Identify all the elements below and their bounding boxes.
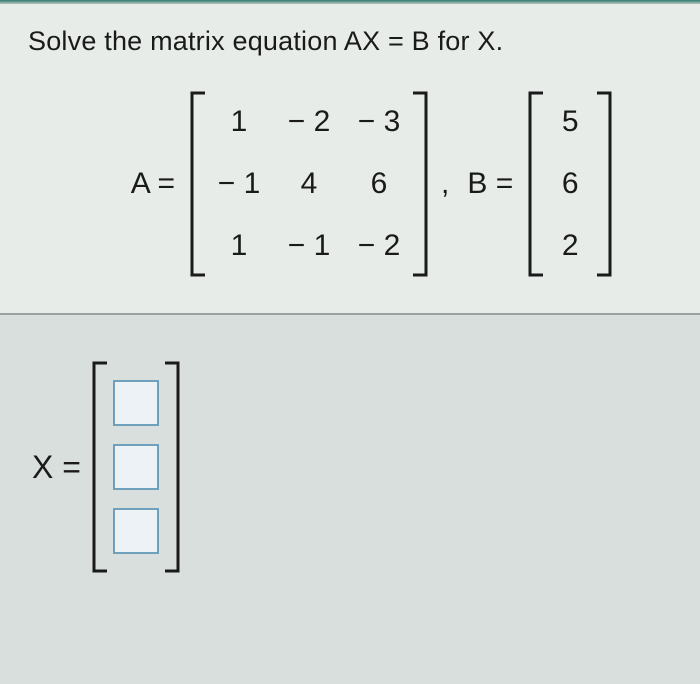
bracket-right-x [163,361,181,573]
matrix-a-cell: 1 [217,229,261,263]
matrix-a-cell: 4 [287,167,331,201]
matrix-a-body: 1 − 2 − 3 − 1 4 6 1 − 1 − 2 [215,99,403,269]
matrix-a-cell: 1 [217,105,261,139]
matrix-a-cell: − 1 [287,229,331,263]
answer-x-label: X = [32,449,81,486]
matrix-b-label: B = [461,167,519,201]
separator-comma: , [437,167,453,201]
answer-input-3[interactable] [113,508,159,554]
bracket-left-b [527,91,545,277]
matrix-b-cell: 2 [555,229,585,263]
matrix-a-cell: − 3 [357,105,401,139]
matrix-a-label: A = [125,167,181,201]
matrix-a-cell: 6 [357,167,401,201]
answer-vector [109,374,163,560]
matrix-equation-row: A = 1 − 2 − 3 − 1 4 6 1 − 1 − 2 , B = 5 … [66,91,672,277]
matrix-a-cell: − 2 [357,229,401,263]
answer-panel: X = [0,315,700,619]
bracket-right-a [411,91,429,277]
matrix-b-cell: 6 [555,167,585,201]
matrix-a-cell: − 1 [217,167,261,201]
question-text: Solve the matrix equation AX = B for X. [28,26,672,57]
answer-input-2[interactable] [113,444,159,490]
question-panel: Solve the matrix equation AX = B for X. … [0,4,700,315]
bracket-left-x [91,361,109,573]
bracket-right-b [595,91,613,277]
matrix-a-cell: − 2 [287,105,331,139]
matrix-b-body: 5 6 2 [553,99,587,269]
bracket-left-a [189,91,207,277]
matrix-b-cell: 5 [555,105,585,139]
answer-input-1[interactable] [113,380,159,426]
